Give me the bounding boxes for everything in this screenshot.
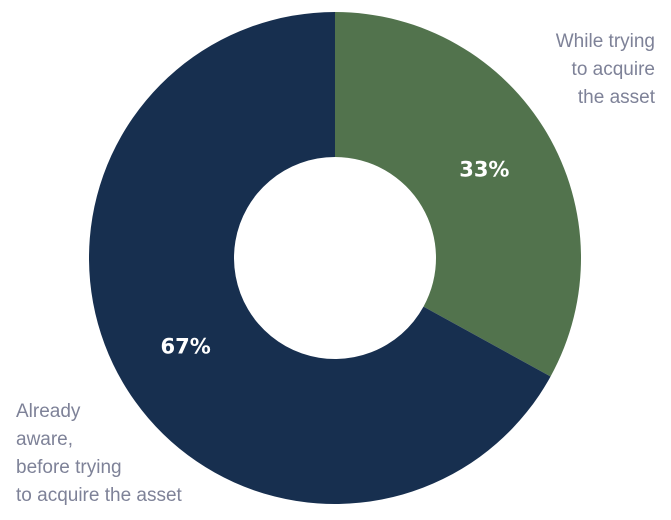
slice-label-already-aware: Already aware, before trying to acquire … [16,398,182,510]
donut-slices [89,12,581,504]
slice-value-label-1: 33% [459,158,509,182]
slice-label-line: to acquire [571,59,655,80]
slice-label-line: Already [16,401,81,422]
donut-slice-2 [89,12,551,504]
value-labels: 33% 67% [161,158,510,359]
slice-label-line: before trying [16,457,122,478]
slice-label-while-trying: While trying to acquire the asset [556,28,655,112]
donut-slice-1 [335,12,581,377]
slice-label-line: aware, [16,429,74,450]
slice-value-label-2: 67% [161,334,211,358]
slice-label-line: While trying [555,31,655,52]
slice-label-line: the asset [577,87,655,108]
slice-label-line: to acquire the asset [16,485,182,506]
